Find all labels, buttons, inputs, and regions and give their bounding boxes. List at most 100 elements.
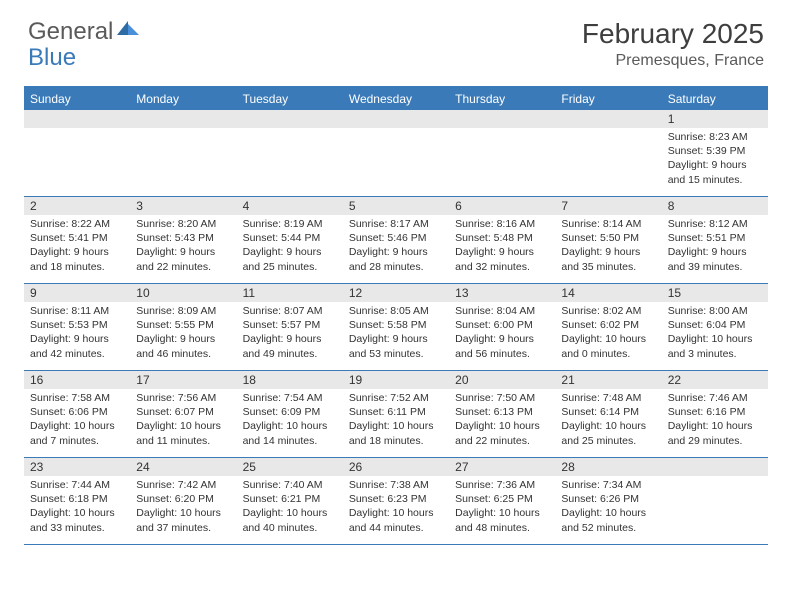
- sunset-text: Sunset: 5:39 PM: [668, 144, 762, 158]
- sunset-text: Sunset: 5:41 PM: [30, 231, 124, 245]
- calendar-day-empty: [343, 110, 449, 196]
- daylight-text: Daylight: 9 hours and 35 minutes.: [561, 245, 655, 273]
- weekday-header: Tuesday: [237, 88, 343, 110]
- sunrise-text: Sunrise: 8:17 AM: [349, 217, 443, 231]
- calendar-day: 18 Sunrise: 7:54 AMSunset: 6:09 PMDayligh…: [237, 371, 343, 457]
- day-details: Sunrise: 7:46 AMSunset: 6:16 PMDaylight:…: [662, 389, 768, 454]
- sunrise-text: Sunrise: 8:14 AM: [561, 217, 655, 231]
- day-details: Sunrise: 8:07 AMSunset: 5:57 PMDaylight:…: [237, 302, 343, 367]
- sunset-text: Sunset: 6:20 PM: [136, 492, 230, 506]
- day-number: 1: [662, 110, 768, 128]
- calendar-day: 6Sunrise: 8:16 AMSunset: 5:48 PMDaylight…: [449, 197, 555, 283]
- sunrise-text: Sunrise: 7:40 AM: [243, 478, 337, 492]
- calendar-day: 26Sunrise: 7:38 AMSunset: 6:23 PMDayligh…: [343, 458, 449, 544]
- day-details: Sunrise: 7:44 AMSunset: 6:18 PMDaylight:…: [24, 476, 130, 541]
- day-number: [130, 110, 236, 128]
- day-number: 7: [555, 197, 661, 215]
- day-details: Sunrise: 8:09 AMSunset: 5:55 PMDaylight:…: [130, 302, 236, 367]
- weekday-header: Wednesday: [343, 88, 449, 110]
- day-number: 20: [449, 371, 555, 389]
- day-number: 28: [555, 458, 661, 476]
- sunrise-text: Sunrise: 8:20 AM: [136, 217, 230, 231]
- sunrise-text: Sunrise: 8:22 AM: [30, 217, 124, 231]
- day-number: 14: [555, 284, 661, 302]
- day-number: 2: [24, 197, 130, 215]
- daylight-text: Daylight: 9 hours and 25 minutes.: [243, 245, 337, 273]
- sunrise-text: Sunrise: 8:07 AM: [243, 304, 337, 318]
- day-details: Sunrise: 8:22 AMSunset: 5:41 PMDaylight:…: [24, 215, 130, 280]
- day-number: 10: [130, 284, 236, 302]
- calendar-weeks: 1Sunrise: 8:23 AMSunset: 5:39 PMDaylight…: [24, 110, 768, 545]
- sunrise-text: Sunrise: 7:44 AM: [30, 478, 124, 492]
- calendar-day: 5Sunrise: 8:17 AMSunset: 5:46 PMDaylight…: [343, 197, 449, 283]
- day-number: 15: [662, 284, 768, 302]
- logo-word1: General: [28, 18, 113, 46]
- calendar-day: 1Sunrise: 8:23 AMSunset: 5:39 PMDaylight…: [662, 110, 768, 196]
- day-number: 22: [662, 371, 768, 389]
- sunset-text: Sunset: 6:11 PM: [349, 405, 443, 419]
- sunset-text: Sunset: 6:23 PM: [349, 492, 443, 506]
- sunset-text: Sunset: 6:09 PM: [243, 405, 337, 419]
- daylight-text: Daylight: 10 hours and 48 minutes.: [455, 506, 549, 534]
- day-details: Sunrise: 7:34 AMSunset: 6:26 PMDaylight:…: [555, 476, 661, 541]
- daylight-text: Daylight: 10 hours and 3 minutes.: [668, 332, 762, 360]
- calendar-day: 21Sunrise: 7:48 AMSunset: 6:14 PMDayligh…: [555, 371, 661, 457]
- sunset-text: Sunset: 6:25 PM: [455, 492, 549, 506]
- day-number: 21: [555, 371, 661, 389]
- calendar-week: 23Sunrise: 7:44 AMSunset: 6:18 PMDayligh…: [24, 458, 768, 545]
- calendar-day-empty: [449, 110, 555, 196]
- day-details: Sunrise: 7:40 AMSunset: 6:21 PMDaylight:…: [237, 476, 343, 541]
- sunset-text: Sunset: 5:44 PM: [243, 231, 337, 245]
- sunrise-text: Sunrise: 8:04 AM: [455, 304, 549, 318]
- calendar-week: 1Sunrise: 8:23 AMSunset: 5:39 PMDaylight…: [24, 110, 768, 197]
- sunrise-text: Sunrise: 8:12 AM: [668, 217, 762, 231]
- day-number: 27: [449, 458, 555, 476]
- calendar-day: 12Sunrise: 8:05 AMSunset: 5:58 PMDayligh…: [343, 284, 449, 370]
- daylight-text: Daylight: 9 hours and 49 minutes.: [243, 332, 337, 360]
- day-number: 16: [24, 371, 130, 389]
- sunrise-text: Sunrise: 8:05 AM: [349, 304, 443, 318]
- calendar-day-empty: [662, 458, 768, 544]
- day-number: 25: [237, 458, 343, 476]
- sunset-text: Sunset: 5:57 PM: [243, 318, 337, 332]
- day-details: Sunrise: 7:38 AMSunset: 6:23 PMDaylight:…: [343, 476, 449, 541]
- calendar-day: 2Sunrise: 8:22 AMSunset: 5:41 PMDaylight…: [24, 197, 130, 283]
- sunset-text: Sunset: 6:21 PM: [243, 492, 337, 506]
- day-details: Sunrise: 8:12 AMSunset: 5:51 PMDaylight:…: [662, 215, 768, 280]
- day-number: 5: [343, 197, 449, 215]
- sunrise-text: Sunrise: 7:54 AM: [243, 391, 337, 405]
- weekday-header: Thursday: [449, 88, 555, 110]
- sunrise-text: Sunrise: 8:19 AM: [243, 217, 337, 231]
- daylight-text: Daylight: 9 hours and 42 minutes.: [30, 332, 124, 360]
- sunset-text: Sunset: 5:48 PM: [455, 231, 549, 245]
- sunset-text: Sunset: 5:50 PM: [561, 231, 655, 245]
- sunrise-text: Sunrise: 8:02 AM: [561, 304, 655, 318]
- calendar-day-empty: [555, 110, 661, 196]
- day-number: 23: [24, 458, 130, 476]
- sunrise-text: Sunrise: 7:48 AM: [561, 391, 655, 405]
- sunset-text: Sunset: 5:55 PM: [136, 318, 230, 332]
- sunrise-text: Sunrise: 8:00 AM: [668, 304, 762, 318]
- calendar-day: 14Sunrise: 8:02 AMSunset: 6:02 PMDayligh…: [555, 284, 661, 370]
- day-number: 17: [130, 371, 236, 389]
- calendar-day: 7Sunrise: 8:14 AMSunset: 5:50 PMDaylight…: [555, 197, 661, 283]
- daylight-text: Daylight: 10 hours and 14 minutes.: [243, 419, 337, 447]
- calendar-day: 8Sunrise: 8:12 AMSunset: 5:51 PMDaylight…: [662, 197, 768, 283]
- daylight-text: Daylight: 9 hours and 46 minutes.: [136, 332, 230, 360]
- sunrise-text: Sunrise: 7:34 AM: [561, 478, 655, 492]
- daylight-text: Daylight: 10 hours and 18 minutes.: [349, 419, 443, 447]
- title-block: February 2025 Premesques, France: [582, 18, 764, 70]
- sunset-text: Sunset: 6:02 PM: [561, 318, 655, 332]
- calendar-day: 11Sunrise: 8:07 AMSunset: 5:57 PMDayligh…: [237, 284, 343, 370]
- calendar-day: 16Sunrise: 7:58 AMSunset: 6:06 PMDayligh…: [24, 371, 130, 457]
- logo-flag-icon: [117, 18, 139, 46]
- daylight-text: Daylight: 9 hours and 39 minutes.: [668, 245, 762, 273]
- day-details: Sunrise: 8:14 AMSunset: 5:50 PMDaylight:…: [555, 215, 661, 280]
- daylight-text: Daylight: 10 hours and 33 minutes.: [30, 506, 124, 534]
- day-number: 18: [237, 371, 343, 389]
- daylight-text: Daylight: 10 hours and 29 minutes.: [668, 419, 762, 447]
- day-details: Sunrise: 8:19 AMSunset: 5:44 PMDaylight:…: [237, 215, 343, 280]
- daylight-text: Daylight: 10 hours and 40 minutes.: [243, 506, 337, 534]
- sunrise-text: Sunrise: 8:23 AM: [668, 130, 762, 144]
- day-details: Sunrise: 8:23 AMSunset: 5:39 PMDaylight:…: [662, 128, 768, 193]
